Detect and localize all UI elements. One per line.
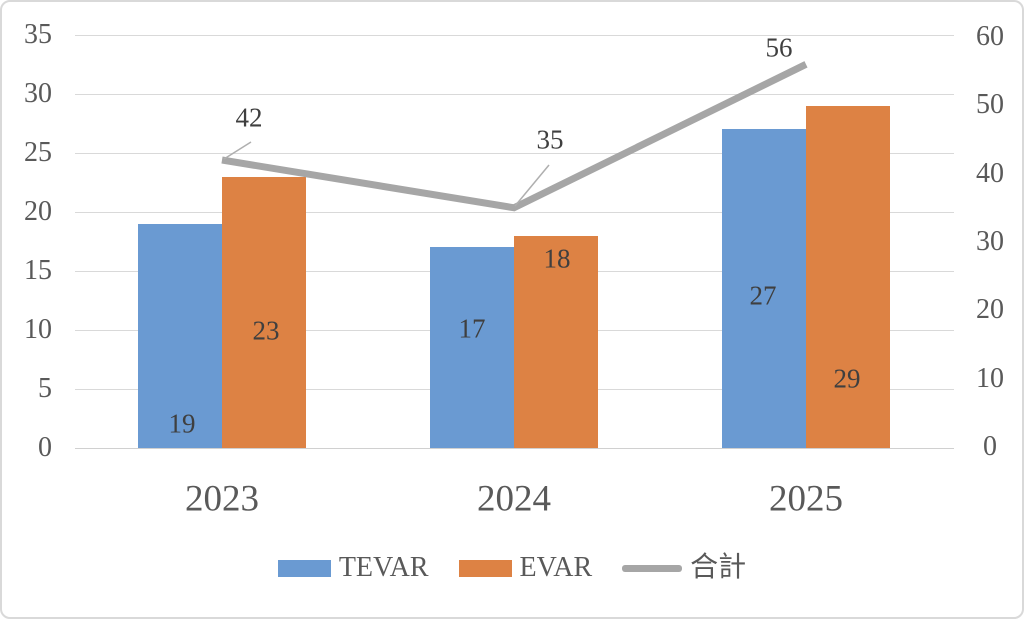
bar-value-label: 27	[749, 280, 777, 311]
legend-bar-swatch-icon	[458, 559, 512, 577]
line-value-label: 56	[765, 32, 793, 63]
legend-label: TEVAR	[338, 552, 429, 583]
y-axis-right-tick-label: 40	[976, 157, 1004, 189]
y-axis-left-tick-label: 5	[38, 373, 52, 404]
y-axis-right-tick-label: 20	[976, 294, 1004, 326]
bar-value-label: 17	[458, 313, 486, 344]
data-label-leader-line	[223, 141, 252, 160]
y-axis-left-tick-label: 30	[24, 78, 52, 109]
legend-line-swatch-icon	[622, 564, 683, 572]
line-value-label: 35	[536, 124, 564, 155]
category-label-2023: 2023	[185, 478, 259, 520]
gridline	[75, 94, 954, 95]
y-axis-right-tick-label: 50	[976, 89, 1004, 121]
bar-tevar-2024	[430, 247, 514, 448]
legend-label: 合計	[690, 552, 747, 583]
bar-evar-2025	[806, 105, 890, 448]
bar-value-label: 19	[168, 408, 196, 439]
category-label-2025: 2025	[769, 478, 843, 520]
bar-tevar-2023	[138, 223, 222, 448]
y-axis-left-tick-label: 10	[24, 314, 52, 345]
gridline	[75, 35, 954, 36]
legend: TEVAR EVAR 合計	[2, 554, 1022, 582]
y-axis-right-tick-label: 0	[983, 431, 997, 462]
legend-item-evar: EVAR	[458, 552, 593, 583]
y-axis-left-tick-label: 35	[24, 19, 52, 50]
total-line	[221, 61, 808, 212]
legend-item-合計: 合計	[622, 554, 746, 582]
y-axis-right-tick-label: 10	[976, 362, 1004, 394]
y-axis-left-tick-label: 25	[24, 137, 52, 168]
data-label-leader-line	[514, 164, 550, 207]
bar-value-label: 18	[543, 243, 571, 274]
y-axis-right-tick-label: 30	[976, 226, 1004, 257]
gridline	[75, 212, 954, 213]
bar-value-label: 23	[252, 315, 280, 346]
category-label-2024: 2024	[477, 478, 551, 520]
y-axis-right-tick-label: 60	[976, 21, 1004, 52]
bar-evar-2023	[222, 176, 306, 448]
bar-value-label: 29	[833, 363, 861, 394]
legend-label: EVAR	[519, 552, 593, 583]
y-axis-left-tick-label: 0	[38, 432, 52, 463]
line-value-label: 42	[235, 102, 263, 133]
y-axis-left-tick-label: 15	[24, 255, 52, 286]
bar-evar-2024	[514, 235, 598, 448]
legend-bar-swatch-icon	[277, 559, 331, 577]
legend-item-tevar: TEVAR	[277, 552, 429, 583]
x-axis-line	[75, 448, 954, 449]
y-axis-left-tick-label: 20	[24, 196, 52, 227]
